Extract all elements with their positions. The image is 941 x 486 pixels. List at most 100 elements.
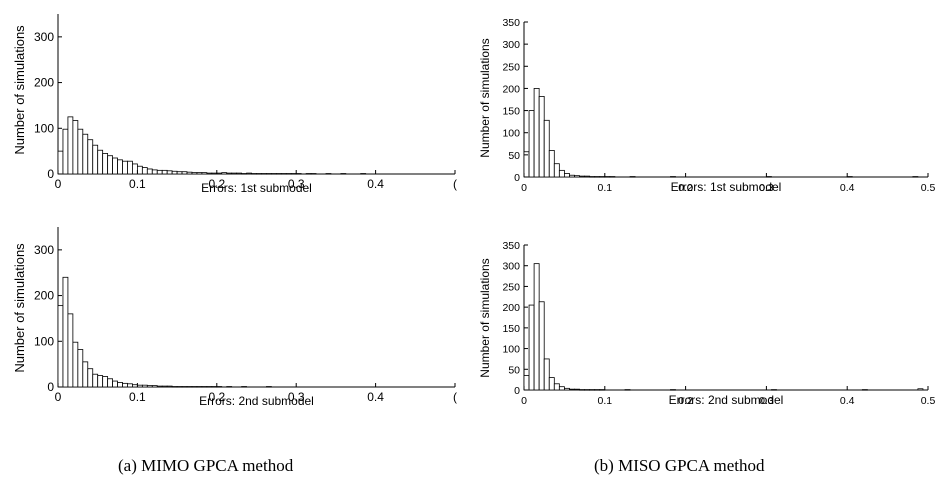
histogram-bar	[285, 173, 292, 175]
histogram-bar	[543, 358, 550, 391]
histogram-bar	[72, 341, 79, 388]
y-axis-label: Number of simulations	[478, 258, 492, 377]
x-tick-label: 0.2	[678, 395, 693, 407]
x-tick-label: 0	[55, 177, 62, 191]
histogram-bar	[589, 176, 596, 178]
histogram-bar	[584, 175, 591, 178]
histogram-bar	[226, 386, 233, 388]
histogram-bar	[912, 176, 919, 178]
histogram-bar	[87, 139, 94, 175]
histogram-bar	[107, 378, 113, 388]
histogram-bar	[181, 171, 188, 175]
x-tick-label: 0	[521, 395, 527, 407]
histogram-bar	[72, 120, 79, 175]
histogram-bar	[112, 157, 118, 175]
histogram-bar	[201, 386, 208, 388]
y-tick-label: 100	[34, 121, 54, 135]
histogram-bar	[594, 176, 601, 178]
histogram-bar	[141, 167, 148, 175]
histogram-bar	[543, 119, 550, 178]
histogram-bar	[553, 383, 560, 391]
histogram-bar	[186, 171, 193, 175]
histogram-bar	[569, 174, 575, 178]
y-tick-label: 0	[514, 385, 520, 397]
histogram-bar	[62, 128, 69, 175]
histogram-bar	[528, 304, 535, 391]
y-tick-label: 150	[502, 106, 520, 118]
histogram-bar	[226, 172, 233, 175]
histogram-bar	[584, 389, 591, 391]
histogram-bar	[270, 173, 277, 175]
histogram-bar	[97, 375, 104, 388]
y-tick-label: 0	[47, 167, 54, 181]
histogram-bar	[564, 173, 570, 178]
histogram-bar	[305, 173, 312, 175]
x-tick-label: 0.2	[208, 177, 225, 191]
histogram-bar	[574, 175, 580, 178]
x-tick-label: (	[453, 177, 457, 191]
histogram-bar	[201, 172, 208, 175]
histogram-bar	[325, 173, 332, 175]
histogram-bar	[589, 389, 596, 391]
histogram-bar	[171, 386, 178, 388]
x-tick-label: 0.1	[597, 395, 612, 407]
histogram-bar	[57, 150, 64, 175]
histogram-bar	[92, 144, 99, 175]
x-tick-label: 0.3	[759, 395, 774, 407]
histogram-bar	[558, 386, 565, 391]
histogram-bar	[599, 176, 606, 178]
histogram-bar	[629, 176, 636, 178]
x-tick-label: 0.3	[759, 182, 774, 194]
histogram-bar	[310, 173, 317, 175]
histogram-bar	[161, 169, 168, 175]
x-axis-label: Errors: 1st submodel	[201, 181, 312, 195]
histogram-bar	[181, 386, 188, 388]
histogram-bar	[211, 172, 218, 175]
histogram-bar	[216, 386, 223, 388]
histogram-bar	[340, 173, 347, 175]
histogram-bar	[117, 159, 123, 175]
histogram-bar	[141, 384, 148, 388]
histogram-bar	[97, 149, 104, 175]
histogram-bar	[771, 389, 777, 391]
histogram-bar	[117, 382, 123, 388]
histogram-bar	[67, 313, 74, 388]
histogram-bar	[92, 373, 99, 388]
histogram-bar	[156, 385, 163, 388]
y-tick-label: 150	[502, 323, 520, 335]
histogram-bar	[246, 172, 252, 175]
histogram-bar	[251, 173, 257, 175]
histogram-bar	[171, 170, 178, 175]
y-tick-label: 0	[47, 380, 54, 394]
y-tick-label: 100	[502, 344, 520, 356]
x-tick-label: 0	[521, 182, 527, 194]
miso-1st-submodel-histogram: 0 50 100 150 200 250 300 350 0 0.1 0.2 0.3 0.4 0.5 Err…	[478, 17, 935, 194]
histogram-bar	[523, 151, 530, 178]
y-tick-label: 300	[502, 39, 520, 51]
histogram-bar	[579, 389, 585, 391]
histogram-bar	[136, 165, 143, 175]
x-tick-label: 0.1	[597, 182, 612, 194]
histogram-bar	[609, 176, 616, 178]
x-tick-label: 0.2	[678, 182, 693, 194]
y-tick-label: 250	[502, 61, 520, 73]
histogram-bar	[558, 169, 565, 178]
histogram-bar	[221, 172, 228, 175]
y-tick-label: 200	[502, 83, 520, 95]
histogram-bar	[670, 176, 676, 178]
histogram-bar	[166, 170, 173, 175]
histogram-bar	[62, 276, 69, 388]
histogram-bar	[599, 389, 606, 391]
histogram-bar	[574, 388, 580, 391]
y-tick-label: 50	[508, 364, 520, 376]
histogram-bar	[211, 386, 218, 388]
histogram-bar	[564, 387, 570, 391]
histogram-bar	[917, 388, 924, 391]
histogram-bar	[122, 382, 128, 388]
histogram-bar	[82, 361, 89, 388]
histogram-bar	[594, 389, 601, 391]
x-tick-label: 0.3	[288, 177, 305, 191]
histogram-bar	[196, 386, 203, 388]
y-tick-label: 200	[502, 302, 520, 314]
x-tick-label: 0.1	[129, 390, 146, 404]
